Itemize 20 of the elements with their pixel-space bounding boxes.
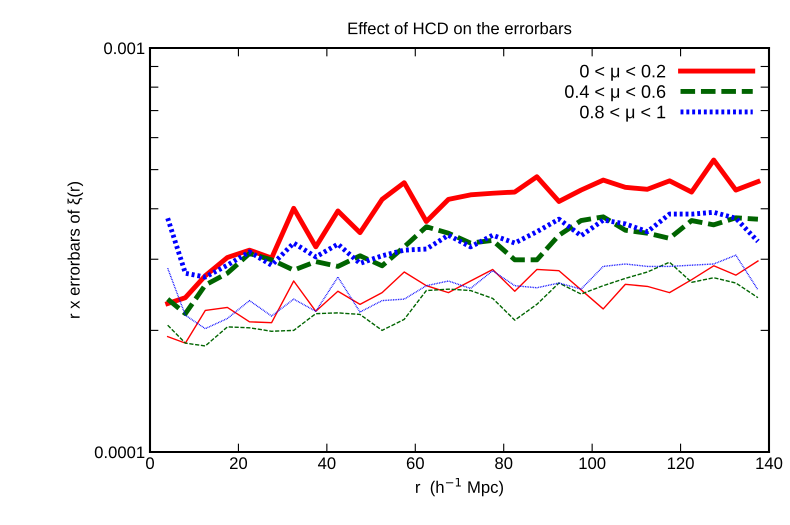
x-tick-label: 120 (668, 457, 694, 470)
x-tick-label: 20 (230, 457, 248, 470)
y-axis-title: r x errorbars of ξ(r) (68, 182, 84, 318)
legend-label: 0.8 < μ < 1 (580, 106, 666, 122)
x-axis-title: r (h$^{−1}$ Mpc) (416, 478, 503, 496)
x-tick-label: 80 (495, 457, 512, 470)
line-series (166, 254, 759, 330)
legend-label: 0 < μ < 0.2 (580, 64, 666, 81)
line-series (165, 210, 760, 280)
line-series (165, 158, 760, 306)
legend-label: 0.4 < μ < 0.6 (565, 85, 666, 102)
y-tick-label: 0.001 (104, 42, 144, 54)
chart-title: Effect of HCD on the errorbars (348, 22, 572, 34)
x-tick-label: 60 (406, 457, 424, 470)
x-tick-label: 100 (580, 457, 606, 470)
x-tick-label: 0 (146, 457, 154, 470)
x-tick-label: 140 (756, 457, 782, 470)
line-series (165, 214, 760, 316)
y-tick-label: 0.0001 (94, 446, 144, 458)
x-tick-label: 40 (318, 457, 336, 470)
